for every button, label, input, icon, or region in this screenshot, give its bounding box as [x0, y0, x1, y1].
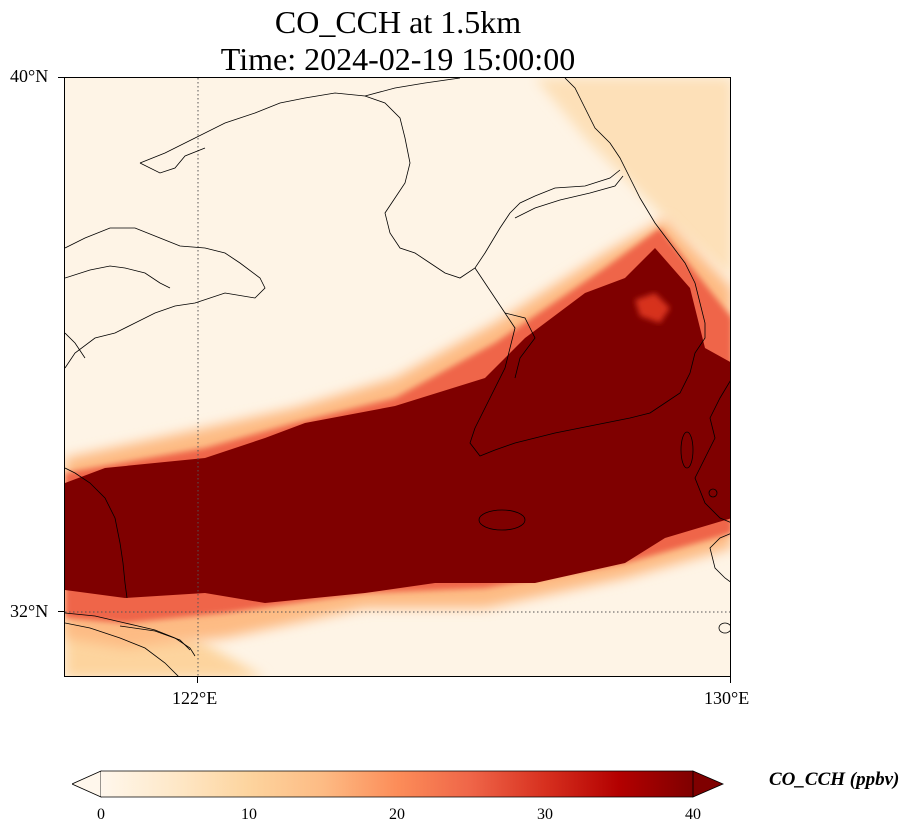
field-low-northeast: [535, 78, 730, 277]
colorbar-tick-40: 40: [685, 806, 701, 823]
colorbar-extend-max: [692, 770, 724, 798]
colorbar-tick-0: 0: [97, 806, 105, 823]
lat-label-40n: 40°N: [10, 66, 49, 86]
colorbar-tick-20: 20: [389, 806, 405, 823]
lat-label-32n: 32°N: [10, 601, 49, 621]
colorbar-extend-min: [72, 770, 102, 798]
colorbar-tick-30: 30: [537, 806, 553, 823]
map-panel: [64, 77, 731, 677]
coastlines: [65, 78, 730, 676]
lon-tick-122: [197, 677, 198, 683]
colorbar-label: CO_CCH (ppbv): [769, 769, 900, 790]
map-title-line1: CO_CCH at 1.5km: [274, 4, 522, 40]
lon-tick-130: [730, 677, 731, 683]
colorbar: [72, 770, 724, 798]
colorbar-tick-10: 10: [241, 806, 257, 823]
field-core-pocket: [635, 293, 670, 323]
map-svg: [65, 78, 730, 676]
lat-tick-32: [58, 611, 64, 612]
field-high-core: [65, 248, 730, 603]
lon-label-130e: 130°E: [704, 688, 750, 708]
colorbar-gradient: [101, 771, 693, 797]
map-title-line2: Time: 2024-02-19 15:00:00: [220, 41, 576, 77]
lat-tick-40: [58, 77, 64, 78]
lon-label-122e: 122°E: [172, 688, 218, 708]
